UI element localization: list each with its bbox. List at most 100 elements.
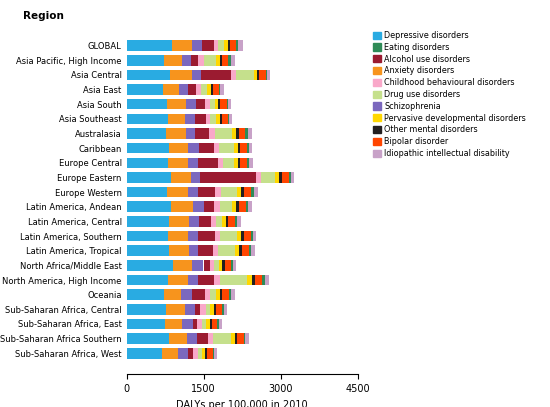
Bar bbox=[164, 289, 182, 300]
Bar bbox=[167, 99, 185, 109]
Bar bbox=[206, 304, 210, 315]
Bar bbox=[126, 201, 170, 212]
Bar bbox=[126, 231, 168, 241]
Bar bbox=[205, 348, 207, 359]
Bar bbox=[223, 304, 227, 315]
Bar bbox=[166, 128, 185, 139]
Bar bbox=[179, 84, 188, 95]
Bar bbox=[210, 289, 216, 300]
Bar bbox=[224, 40, 228, 51]
Bar bbox=[231, 70, 236, 80]
Bar bbox=[276, 172, 279, 183]
Bar bbox=[242, 245, 249, 256]
Bar bbox=[237, 216, 241, 227]
Bar bbox=[262, 275, 265, 285]
Bar bbox=[231, 333, 235, 344]
Bar bbox=[220, 201, 232, 212]
Bar bbox=[185, 99, 196, 109]
Bar bbox=[282, 172, 289, 183]
Bar bbox=[230, 55, 235, 66]
Bar bbox=[229, 114, 232, 124]
Bar bbox=[221, 84, 223, 95]
Bar bbox=[228, 216, 235, 227]
Bar bbox=[199, 231, 215, 241]
Bar bbox=[236, 40, 238, 51]
Legend: Depressive disorders, Eating disorders, Alcohol use disorders, Anxiety disorders: Depressive disorders, Eating disorders, … bbox=[371, 28, 529, 160]
Bar bbox=[195, 114, 206, 124]
Bar bbox=[193, 201, 204, 212]
Bar bbox=[223, 158, 234, 168]
Bar bbox=[289, 172, 291, 183]
Bar bbox=[214, 275, 221, 285]
Bar bbox=[171, 172, 191, 183]
Bar bbox=[126, 333, 169, 344]
Bar bbox=[232, 201, 236, 212]
Bar bbox=[207, 348, 213, 359]
Bar bbox=[238, 333, 244, 344]
Bar bbox=[228, 55, 230, 66]
Bar bbox=[237, 187, 241, 197]
Bar bbox=[185, 304, 195, 315]
Bar bbox=[239, 128, 245, 139]
Bar bbox=[197, 333, 208, 344]
Bar bbox=[236, 201, 239, 212]
Text: Region: Region bbox=[23, 11, 64, 21]
Bar bbox=[199, 216, 211, 227]
Bar bbox=[210, 114, 216, 124]
Bar bbox=[265, 275, 269, 285]
Bar bbox=[188, 158, 199, 168]
Bar bbox=[221, 275, 247, 285]
Bar bbox=[215, 128, 232, 139]
Bar bbox=[199, 55, 204, 66]
Bar bbox=[216, 216, 223, 227]
Bar bbox=[249, 143, 252, 153]
Bar bbox=[205, 99, 210, 109]
Bar bbox=[218, 40, 224, 51]
Bar bbox=[291, 172, 294, 183]
Bar bbox=[249, 158, 253, 168]
Bar bbox=[169, 216, 189, 227]
Bar bbox=[244, 187, 251, 197]
Bar bbox=[235, 216, 237, 227]
Bar bbox=[219, 143, 234, 153]
Bar bbox=[226, 216, 228, 227]
Bar bbox=[170, 70, 192, 80]
Bar bbox=[185, 128, 195, 139]
Bar bbox=[235, 245, 239, 256]
Bar bbox=[245, 128, 248, 139]
Bar bbox=[162, 348, 178, 359]
Bar bbox=[199, 348, 202, 359]
Bar bbox=[214, 260, 219, 271]
Bar bbox=[199, 143, 214, 153]
Bar bbox=[207, 84, 211, 95]
Bar bbox=[188, 84, 196, 95]
Bar bbox=[246, 143, 249, 153]
Bar bbox=[252, 275, 255, 285]
Bar bbox=[196, 84, 201, 95]
Bar bbox=[231, 260, 233, 271]
Bar bbox=[204, 201, 214, 212]
Bar bbox=[189, 245, 199, 256]
Bar bbox=[241, 231, 244, 241]
Bar bbox=[200, 304, 206, 315]
Bar bbox=[201, 70, 231, 80]
Bar bbox=[255, 275, 262, 285]
Bar bbox=[247, 158, 249, 168]
Bar bbox=[195, 304, 200, 315]
Bar bbox=[223, 289, 229, 300]
Bar bbox=[126, 275, 168, 285]
Bar bbox=[173, 260, 192, 271]
Bar bbox=[214, 40, 218, 51]
Bar bbox=[228, 40, 230, 51]
Bar bbox=[188, 275, 198, 285]
Bar bbox=[126, 304, 166, 315]
Bar bbox=[251, 231, 253, 241]
Bar bbox=[168, 114, 185, 124]
Bar bbox=[236, 70, 254, 80]
Bar bbox=[244, 333, 245, 344]
Bar bbox=[253, 231, 256, 241]
Bar bbox=[189, 216, 199, 227]
Bar bbox=[198, 187, 215, 197]
Bar bbox=[191, 172, 200, 183]
Bar bbox=[209, 128, 215, 139]
